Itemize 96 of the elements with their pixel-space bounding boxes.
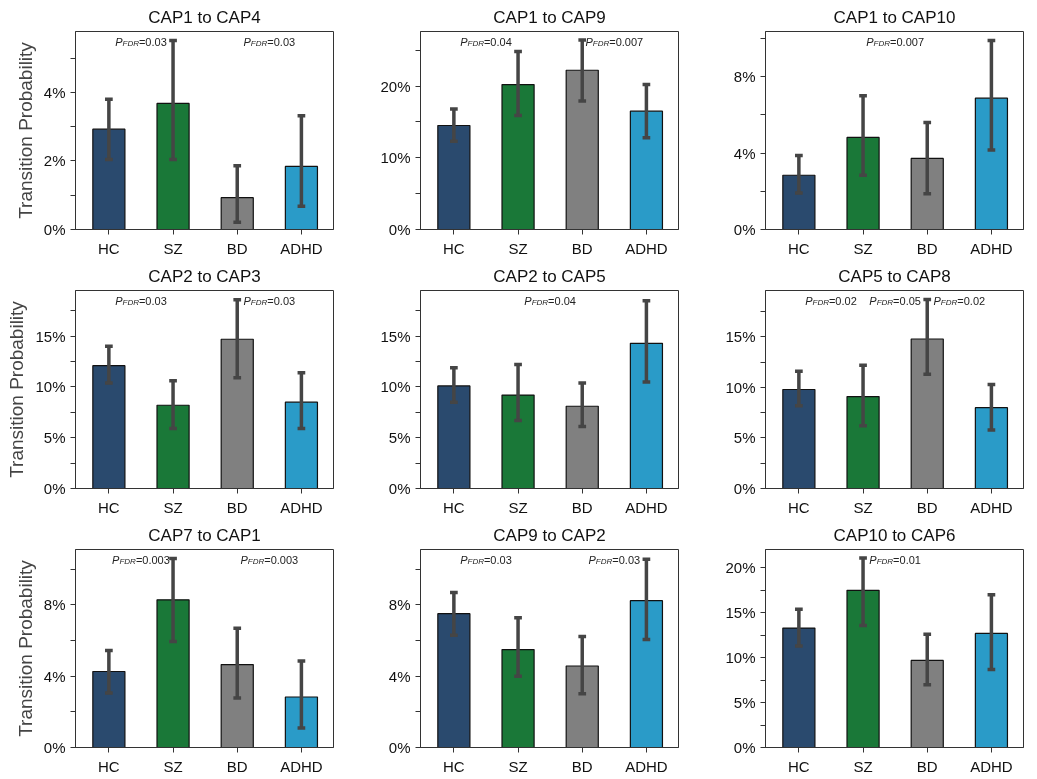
annotation: PFDR=0.03 xyxy=(115,35,167,48)
chart-title: CAP1 to CAP9 xyxy=(493,7,606,27)
x-tick-label: SZ xyxy=(163,498,183,516)
x-tick-label: ADHD xyxy=(970,498,1013,516)
chart-title: CAP1 to CAP4 xyxy=(148,7,261,27)
y-tick-label: 10% xyxy=(725,649,756,667)
y-tick-label: 10% xyxy=(725,378,756,396)
x-tick-label: SZ xyxy=(508,498,528,516)
x-tick-label: BD xyxy=(571,757,593,775)
chart-title: CAP7 to CAP1 xyxy=(148,525,261,545)
y-tick-label: 8% xyxy=(43,596,66,614)
x-tick-label: HC xyxy=(443,498,465,516)
annotation: PFDR=0.007 xyxy=(866,35,925,48)
y-tick-label: 4% xyxy=(43,83,66,101)
x-tick-label: BD xyxy=(226,239,248,257)
x-tick-label: SZ xyxy=(853,239,873,257)
annotation: PFDR=0.03 xyxy=(115,294,167,307)
annotation: PFDR=0.02 xyxy=(805,294,857,307)
x-tick-label: ADHD xyxy=(970,757,1013,775)
y-tick-label: 0% xyxy=(388,480,411,497)
x-tick-label: BD xyxy=(226,757,248,775)
annotation: PFDR=0.03 xyxy=(243,35,296,48)
x-tick-label: HC xyxy=(788,239,810,257)
x-tick-label: BD xyxy=(916,498,938,516)
x-tick-label: SZ xyxy=(853,757,873,775)
chart-title: CAP2 to CAP3 xyxy=(148,266,261,286)
y-tick-label: 0% xyxy=(43,221,66,238)
y-tick-label: 5% xyxy=(388,429,411,447)
x-tick-label: HC xyxy=(98,498,120,516)
y-tick-label: 0% xyxy=(388,221,411,238)
x-tick-label: SZ xyxy=(163,757,183,775)
chart-title: CAP5 to CAP8 xyxy=(838,266,951,286)
annotation: PFDR=0.003 xyxy=(112,553,170,566)
y-tick-label: 5% xyxy=(43,429,66,447)
y-tick-label: 10% xyxy=(380,149,411,167)
y-tick-label: 10% xyxy=(380,378,411,396)
x-tick-label: ADHD xyxy=(280,498,323,516)
x-tick-label: ADHD xyxy=(625,239,668,257)
x-tick-label: ADHD xyxy=(280,757,323,775)
y-tick-label: 0% xyxy=(388,739,411,756)
y-axis-title: Transition Probability xyxy=(14,559,36,737)
chart-title: CAP1 to CAP10 xyxy=(833,7,956,27)
y-tick-label: 0% xyxy=(43,480,66,497)
y-tick-label: 15% xyxy=(725,328,756,346)
x-tick-label: HC xyxy=(443,239,465,257)
y-tick-label: 20% xyxy=(725,559,756,577)
annotation: PFDR=0.003 xyxy=(240,553,299,566)
x-tick-label: SZ xyxy=(853,498,873,516)
y-axis-title: Transition Probability xyxy=(14,41,36,219)
annotation: PFDR=0.007 xyxy=(585,35,644,48)
chart-title: CAP9 to CAP2 xyxy=(493,525,606,545)
annotation: PFDR=0.04 xyxy=(524,294,576,307)
x-tick-label: SZ xyxy=(508,239,528,257)
x-tick-label: HC xyxy=(98,239,120,257)
x-tick-label: HC xyxy=(788,498,810,516)
y-tick-label: 5% xyxy=(733,429,756,447)
x-tick-label: HC xyxy=(98,757,120,775)
x-tick-label: SZ xyxy=(508,757,528,775)
y-tick-label: 0% xyxy=(733,739,756,756)
annotation: PFDR=0.04 xyxy=(460,35,512,48)
y-tick-label: 8% xyxy=(388,596,411,614)
x-tick-label: BD xyxy=(916,757,938,775)
annotation: PFDR=0.01 xyxy=(869,553,921,566)
y-tick-label: 15% xyxy=(35,327,66,345)
x-tick-label: BD xyxy=(226,498,248,516)
y-tick-label: 15% xyxy=(725,604,756,622)
y-tick-label: 2% xyxy=(43,152,66,170)
y-tick-label: 4% xyxy=(388,667,411,685)
y-tick-label: 4% xyxy=(43,667,66,685)
y-tick-label: 20% xyxy=(380,77,411,95)
x-tick-label: ADHD xyxy=(970,239,1013,257)
x-tick-label: BD xyxy=(571,498,593,516)
x-tick-label: ADHD xyxy=(625,757,668,775)
chart-title: CAP2 to CAP5 xyxy=(493,266,606,286)
y-tick-label: 0% xyxy=(43,739,66,756)
y-tick-label: 0% xyxy=(733,221,756,238)
annotation: PFDR=0.03 xyxy=(588,553,641,566)
y-tick-label: 4% xyxy=(733,144,756,162)
y-tick-label: 15% xyxy=(380,327,411,345)
x-tick-label: HC xyxy=(788,757,810,775)
x-tick-label: BD xyxy=(571,239,593,257)
x-tick-label: ADHD xyxy=(280,239,323,257)
chart-title: CAP10 to CAP6 xyxy=(833,525,956,545)
annotation: PFDR=0.02 xyxy=(933,294,986,307)
x-tick-label: SZ xyxy=(163,239,183,257)
y-tick-label: 10% xyxy=(35,378,66,396)
y-tick-label: 5% xyxy=(733,694,756,712)
annotation: PFDR=0.03 xyxy=(243,294,296,307)
x-tick-label: BD xyxy=(916,239,938,257)
y-axis-title: Transition Probability xyxy=(6,300,28,478)
x-tick-label: HC xyxy=(443,757,465,775)
y-tick-label: 0% xyxy=(733,480,756,497)
annotation: PFDR=0.03 xyxy=(460,553,512,566)
y-tick-label: 8% xyxy=(733,68,756,86)
annotation: PFDR=0.05 xyxy=(869,294,921,307)
x-tick-label: ADHD xyxy=(625,498,668,516)
